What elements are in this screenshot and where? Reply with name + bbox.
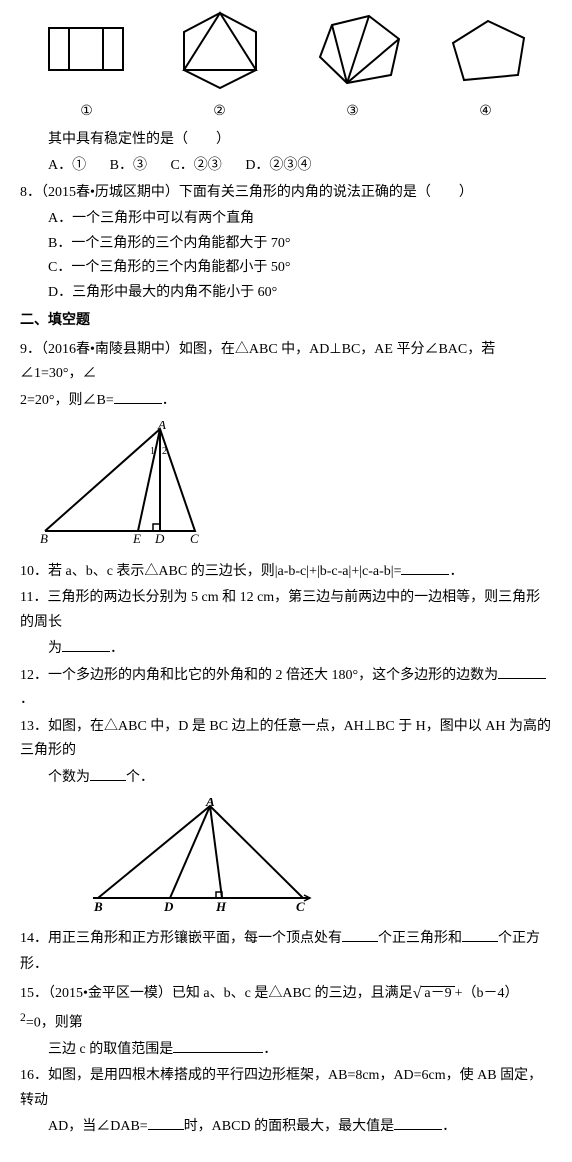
q12-pre: 12．一个多边形的内角和比它的外角和的 2 倍还大 180°，这个多边形的边数为 [20, 668, 498, 683]
q12-post: ． [20, 692, 34, 707]
figure-2 [173, 8, 268, 93]
q7-opt-a: A．① [48, 158, 86, 173]
q15-sqrt: a－9 [421, 986, 454, 1001]
q9-line2: 2=20°，则∠B= ． [20, 389, 552, 414]
q8-opt-a: A．一个三角形中可以有两个直角 [48, 207, 552, 232]
q15-l2-post: ． [263, 1042, 277, 1057]
triangle-figure-1: A B E D C 1 2 [40, 421, 552, 556]
hexagon-fan-figure [309, 11, 404, 91]
q14-post: 个正方 [498, 931, 540, 946]
tri2-A: A [205, 798, 215, 809]
figure-3-label: ③ [346, 98, 359, 123]
q15-a: 15．（2015•金平区一模）已知 a、b、c 是△ABC 的三边，且满足 [20, 986, 413, 1001]
section-2-header: 二、填空题 [20, 309, 552, 334]
q10-post: ． [449, 564, 463, 579]
sqrt-sign: √ [413, 985, 422, 1002]
q14-pre: 14．用正三角形和正方形镶嵌平面，每一个顶点处有 [20, 931, 342, 946]
q10-blank [401, 560, 449, 575]
q11-l1: 11．三角形的两边长分别为 5 cm 和 12 cm，第三边与前两边中的一边相等… [20, 586, 552, 635]
figure-1 [41, 23, 131, 78]
q8-opt-d: D．三角形中最大的内角不能小于 60° [48, 281, 552, 306]
tri1-D: D [154, 531, 165, 546]
q13-l2-pre: 个数为 [48, 770, 90, 785]
q7-opt-b: B．③ [110, 158, 147, 173]
q16-l1: 16．如图，是用四根木棒搭成的平行四边形框架，AB=8cm，AD=6cm，使 A… [20, 1064, 552, 1113]
q11-l2: 为． [48, 637, 552, 662]
q9-l2-pre: 2=20°，则∠B= [20, 393, 114, 408]
q15-l2: 三边 c 的取值范围是 ． [48, 1038, 552, 1063]
tri1-C: C [190, 531, 199, 546]
q15-c: =0，则第 [26, 1015, 83, 1030]
q16-l2-b: 时，ABCD 的面积最大，最大值是 [184, 1119, 394, 1134]
q9-blank [114, 389, 162, 404]
q13-l2: 个数为 个． [48, 766, 552, 791]
q14-blank-1 [342, 927, 378, 942]
q7-opt-d: D．②③④ [245, 158, 311, 173]
tri1-E: E [132, 531, 141, 546]
tri2-B: B [93, 899, 103, 913]
q14-mid: 个正三角形和 [378, 931, 462, 946]
tri2-H: H [215, 899, 227, 913]
figure-4 [446, 13, 531, 88]
q11-l2-post: ． [110, 641, 124, 656]
tri2-C: C [296, 899, 305, 913]
q16-blank-1 [148, 1115, 184, 1130]
q15-l2-pre: 三边 c 的取值范围是 [48, 1042, 173, 1057]
tri1-A: A [157, 421, 166, 432]
tri1-ang2: 2 [162, 446, 167, 457]
q8-stem: 8．（2015春•历城区期中）下面有关三角形的内角的说法正确的是（ ） [20, 181, 552, 206]
q11-l2-pre: 为 [48, 641, 62, 656]
q15-blank [173, 1038, 263, 1053]
q10-pre: 10．若 a、b、c 表示△ABC 的三边长，则|a-b-c|+|b-c-a|+… [20, 564, 401, 579]
q15-l1: 15．（2015•金平区一模）已知 a、b、c 是△ABC 的三边，且满足√a－… [20, 980, 552, 1036]
q7-stem: 其中具有稳定性的是（ ） [48, 128, 552, 153]
q8-opt-b: B．一个三角形的三个内角能都大于 70° [48, 232, 552, 257]
q11-blank [62, 637, 110, 652]
q7-opt-c: C．②③ [170, 158, 221, 173]
q16-l2-a: AD，当∠DAB= [48, 1119, 148, 1134]
q8-opt-c: C．一个三角形的三个内角能都小于 50° [48, 256, 552, 281]
q13-l2-post: 个． [126, 770, 154, 785]
q16-l2-c: ． [442, 1119, 456, 1134]
tri2-D: D [163, 899, 174, 913]
top-figures-row [20, 8, 552, 93]
q15-b: +（b－4） [455, 986, 519, 1001]
triangle-figure-2: A B D H C [90, 798, 552, 923]
hexagon-innertri-figure [173, 8, 268, 93]
q16-l2: AD，当∠DAB= 时，ABCD 的面积最大，最大值是 ． [48, 1115, 552, 1140]
q14-l1: 14．用正三角形和正方形镶嵌平面，每一个顶点处有 个正三角形和 个正方 [20, 927, 552, 952]
q10: 10．若 a、b、c 表示△ABC 的三边长，则|a-b-c|+|b-c-a|+… [20, 560, 552, 585]
q13-l1: 13．如图，在△ABC 中，D 是 BC 边上的任意一点，AH⊥BC 于 H，图… [20, 715, 552, 764]
tri1-ang1: 1 [150, 446, 155, 457]
q14-blank-2 [462, 927, 498, 942]
q7-options: A．① B．③ C．②③ D．②③④ [48, 154, 552, 179]
pentagon-figure [446, 13, 531, 88]
q14-l2: 形． [20, 953, 552, 978]
q12-blank [498, 664, 546, 679]
rect-figure [41, 23, 131, 78]
figure-3 [309, 11, 404, 91]
q9-line1: 9．（2016春•南陵县期中）如图，在△ABC 中，AD⊥BC，AE 平分∠BA… [20, 338, 552, 387]
figure-2-label: ② [213, 98, 226, 123]
figure-4-label: ④ [479, 98, 492, 123]
q13-blank [90, 766, 126, 781]
q9-l2-post: ． [162, 393, 176, 408]
q12: 12．一个多边形的内角和比它的外角和的 2 倍还大 180°，这个多边形的边数为… [20, 664, 552, 713]
q16-blank-2 [394, 1115, 442, 1130]
figure-labels-row: ① ② ③ ④ [20, 98, 552, 123]
tri1-B: B [40, 531, 48, 546]
figure-1-label: ① [80, 98, 93, 123]
